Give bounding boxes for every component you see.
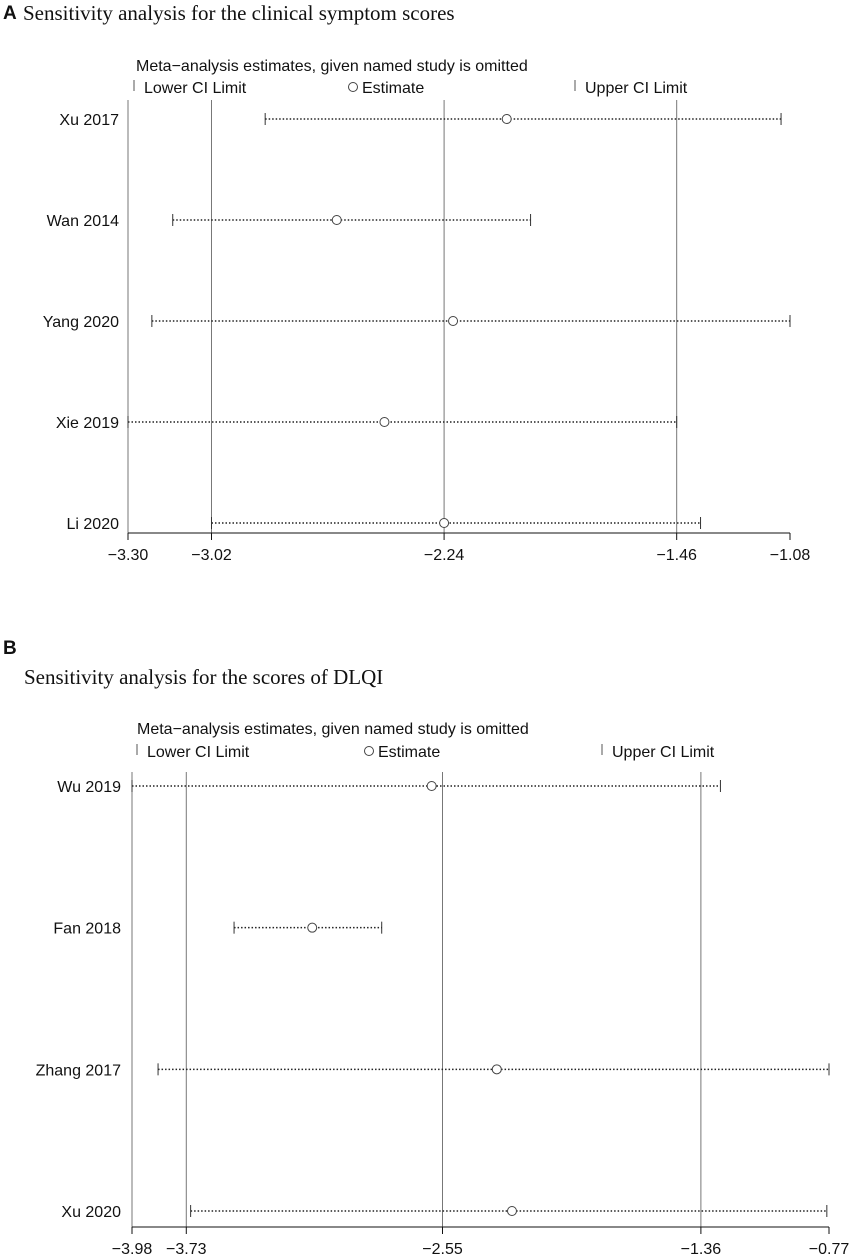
study-label: Li 2020 bbox=[67, 516, 120, 533]
study-label: Xu 2017 bbox=[59, 112, 119, 129]
x-tick-label: −0.77 bbox=[809, 1241, 850, 1255]
x-tick-label: −1.08 bbox=[770, 547, 811, 564]
panel-a: A Sensitivity analysis for the clinical … bbox=[0, 0, 858, 590]
panel-a-letter: A bbox=[3, 3, 17, 24]
estimate-marker bbox=[379, 417, 390, 427]
x-tick-label: −1.46 bbox=[656, 547, 697, 564]
panel-a-title: Sensitivity analysis for the clinical sy… bbox=[23, 1, 455, 25]
study-label: Xu 2020 bbox=[61, 1204, 121, 1221]
estimate-marker bbox=[501, 114, 512, 124]
panel-b-chart: Meta−analysis estimates, given named stu… bbox=[36, 721, 850, 1255]
panel-b-letter: B bbox=[3, 638, 17, 659]
panel-b: B Sensitivity analysis for the scores of… bbox=[0, 632, 858, 1255]
study-label: Fan 2018 bbox=[53, 921, 121, 938]
study-label: Wu 2019 bbox=[57, 779, 121, 796]
estimate-marker bbox=[331, 215, 342, 225]
legend-estimate-marker bbox=[348, 82, 358, 92]
estimate-marker bbox=[506, 1206, 517, 1216]
chart-subtitle: Meta−analysis estimates, given named stu… bbox=[137, 721, 529, 738]
estimate-marker bbox=[439, 518, 450, 528]
x-tick-label: −3.73 bbox=[166, 1241, 207, 1255]
panel-b-title: Sensitivity analysis for the scores of D… bbox=[24, 665, 384, 689]
estimate-marker bbox=[448, 316, 459, 326]
legend-estimate-marker bbox=[364, 746, 374, 756]
legend-upper-label: Upper CI Limit bbox=[612, 744, 715, 761]
x-tick-label: −2.55 bbox=[422, 1241, 463, 1255]
x-tick-label: −3.02 bbox=[191, 547, 232, 564]
study-label: Wan 2014 bbox=[47, 213, 119, 230]
legend-upper-label: Upper CI Limit bbox=[585, 80, 688, 97]
legend-lower-label: Lower CI Limit bbox=[144, 80, 247, 97]
x-tick-label: −1.36 bbox=[681, 1241, 722, 1255]
estimate-marker bbox=[491, 1064, 502, 1075]
panel-a-chart: Meta−analysis estimates, given named stu… bbox=[43, 58, 811, 564]
x-tick-label: −2.24 bbox=[424, 547, 465, 564]
legend-estimate-label: Estimate bbox=[378, 744, 440, 761]
study-label: Yang 2020 bbox=[43, 314, 119, 331]
study-label: Zhang 2017 bbox=[36, 1062, 122, 1079]
legend-estimate-label: Estimate bbox=[362, 80, 424, 97]
x-tick-label: −3.30 bbox=[108, 547, 149, 564]
x-tick-label: −3.98 bbox=[112, 1241, 153, 1255]
chart-subtitle: Meta−analysis estimates, given named stu… bbox=[136, 58, 528, 75]
study-label: Xie 2019 bbox=[56, 415, 119, 432]
estimate-marker bbox=[307, 922, 318, 933]
legend-lower-label: Lower CI Limit bbox=[147, 744, 250, 761]
estimate-marker bbox=[426, 781, 437, 791]
